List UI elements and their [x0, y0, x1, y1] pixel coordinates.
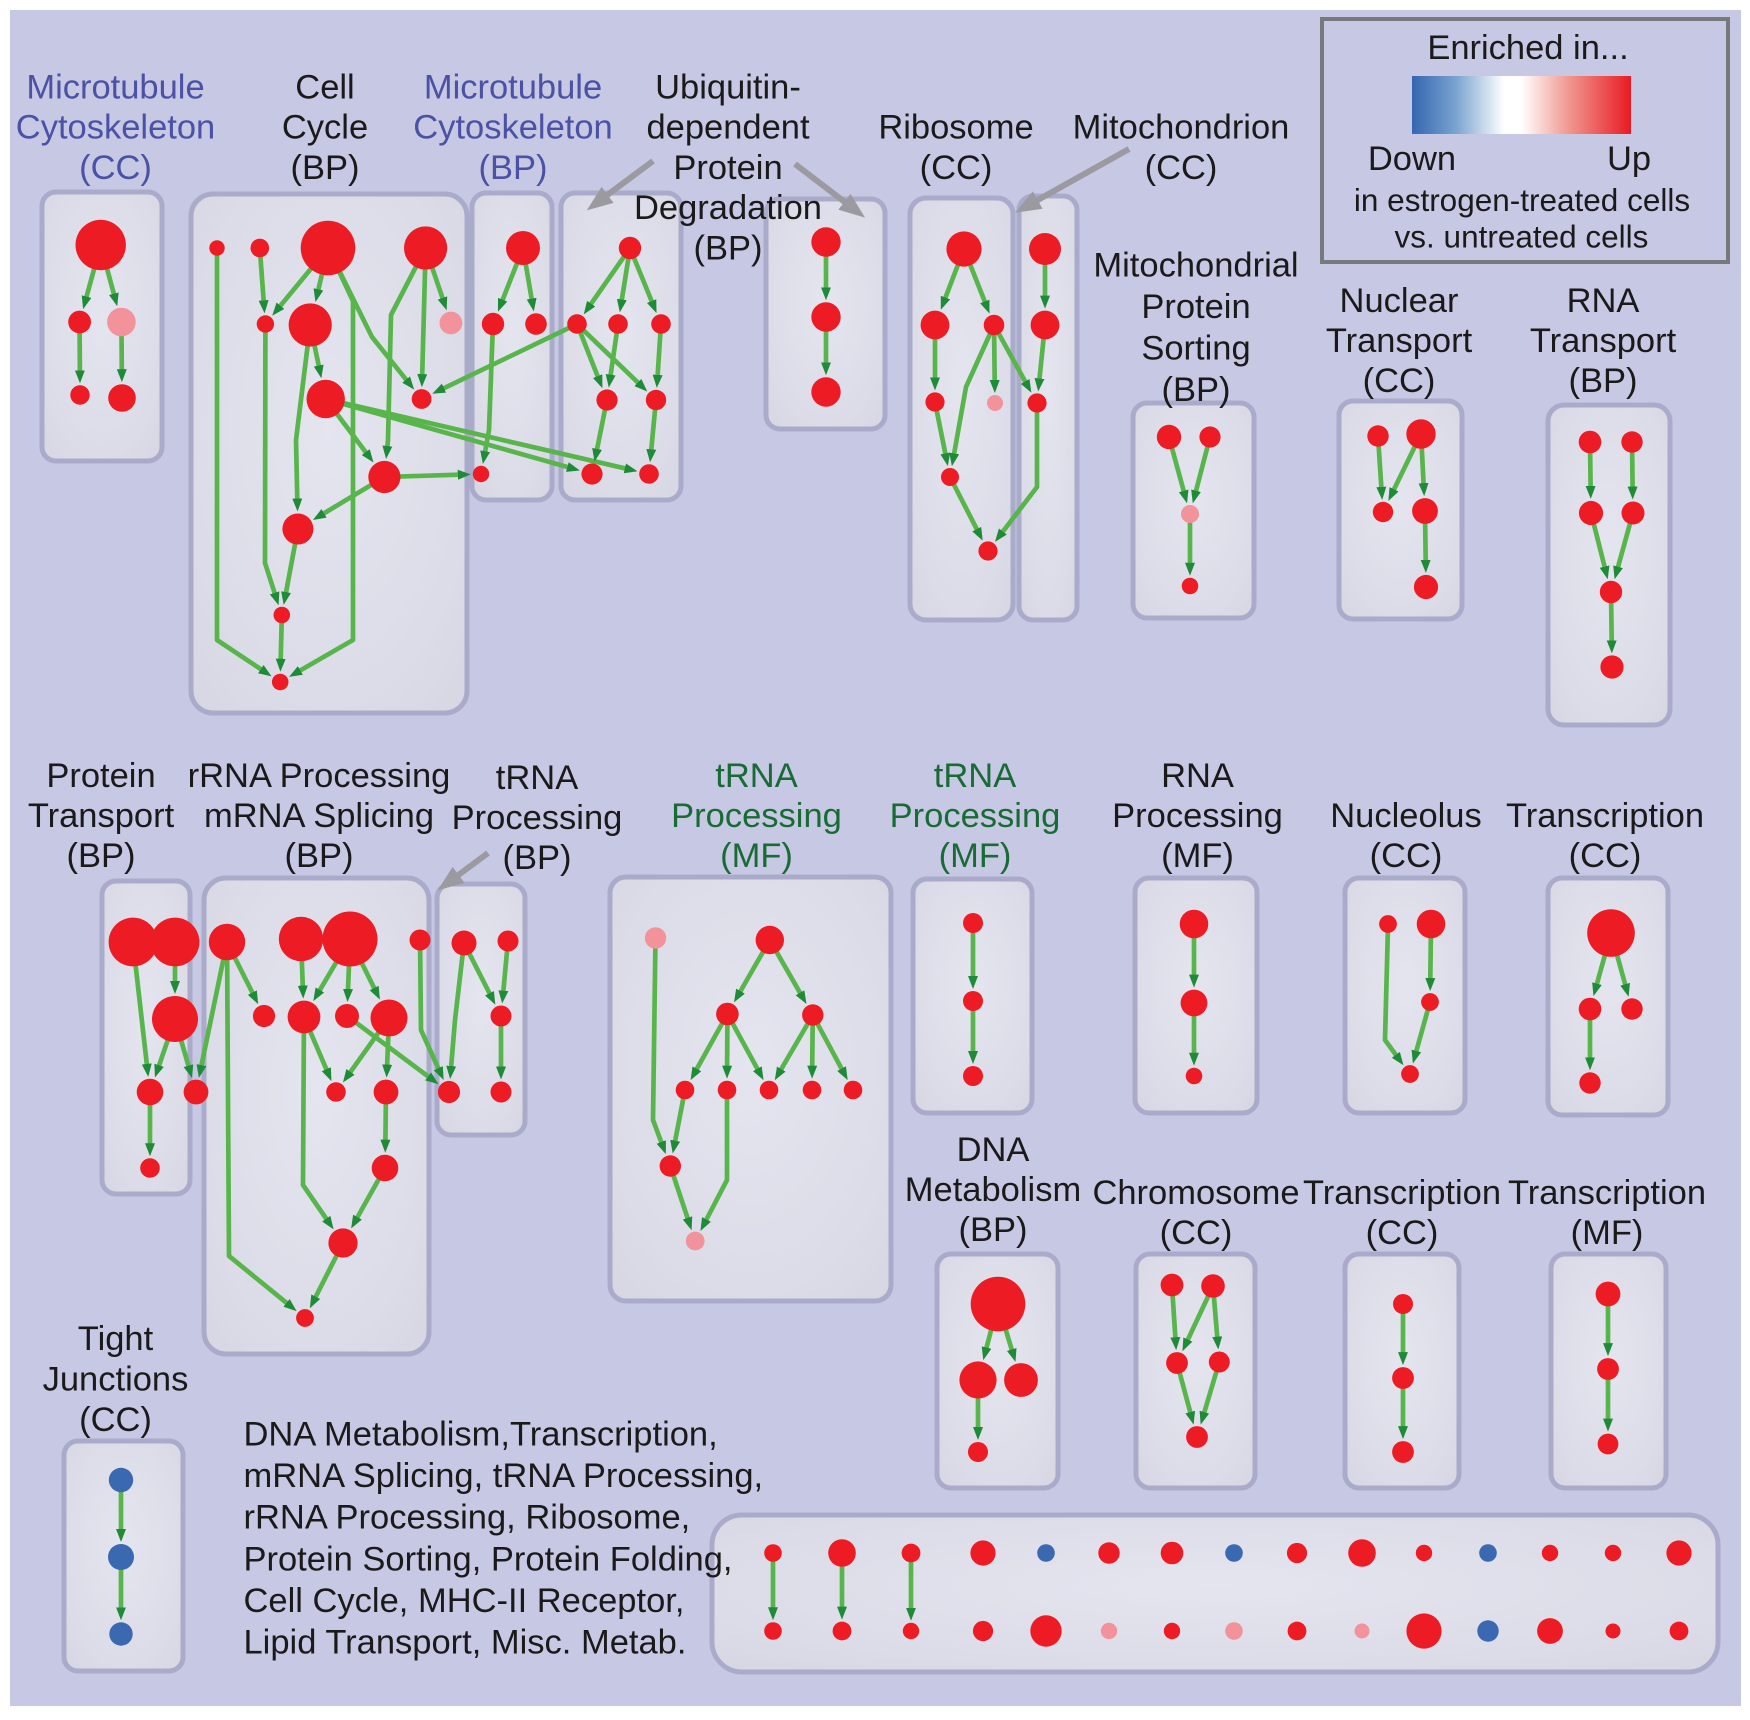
svg-text:tRNA: tRNA — [496, 759, 578, 797]
svg-text:Protein: Protein — [46, 757, 155, 795]
svg-text:(MF): (MF) — [939, 837, 1012, 875]
svg-text:(BP): (BP) — [503, 839, 572, 877]
svg-text:Protein Sorting, Protein Foldi: Protein Sorting, Protein Folding, — [244, 1540, 733, 1578]
svg-text:Cell: Cell — [295, 69, 354, 107]
svg-text:(BP): (BP) — [479, 149, 548, 187]
svg-text:(CC): (CC) — [1366, 1214, 1439, 1252]
svg-text:(CC): (CC) — [1569, 837, 1642, 875]
svg-text:(CC): (CC) — [1145, 149, 1218, 187]
svg-text:Junctions: Junctions — [43, 1361, 189, 1399]
svg-text:Enriched in...: Enriched in... — [1427, 29, 1628, 67]
svg-text:Mitochondrial: Mitochondrial — [1093, 247, 1298, 285]
svg-text:(CC): (CC) — [79, 149, 152, 187]
svg-text:Transcription: Transcription — [1506, 797, 1704, 835]
svg-text:rRNA Processing: rRNA Processing — [188, 757, 451, 795]
svg-text:(BP): (BP) — [1162, 371, 1231, 409]
svg-text:(MF): (MF) — [720, 837, 793, 875]
svg-text:Down: Down — [1368, 140, 1456, 178]
svg-text:(CC): (CC) — [1160, 1214, 1233, 1252]
svg-text:(BP): (BP) — [959, 1211, 1028, 1249]
svg-text:RNA: RNA — [1161, 757, 1234, 795]
svg-text:Processing: Processing — [890, 797, 1061, 835]
svg-text:Transcription: Transcription — [1508, 1174, 1706, 1212]
svg-text:mRNA Splicing: mRNA Splicing — [204, 797, 434, 835]
svg-text:Protein: Protein — [1141, 288, 1250, 326]
svg-text:(BP): (BP) — [67, 837, 136, 875]
svg-text:(MF): (MF) — [1571, 1214, 1644, 1252]
svg-text:Transport: Transport — [1326, 322, 1473, 360]
svg-text:Protein: Protein — [673, 149, 782, 187]
svg-text:Cycle: Cycle — [282, 109, 368, 147]
svg-text:Processing: Processing — [452, 799, 623, 837]
svg-text:Ubiquitin-: Ubiquitin- — [655, 69, 801, 107]
svg-text:Nucleolus: Nucleolus — [1330, 797, 1482, 835]
svg-text:(BP): (BP) — [1569, 362, 1638, 400]
svg-text:Transport: Transport — [1530, 322, 1677, 360]
svg-text:in estrogen-treated cells: in estrogen-treated cells — [1354, 182, 1690, 218]
svg-text:DNA: DNA — [957, 1131, 1030, 1169]
svg-text:tRNA: tRNA — [715, 757, 797, 795]
svg-text:Cytoskeleton: Cytoskeleton — [16, 109, 215, 147]
svg-text:Up: Up — [1607, 140, 1651, 178]
svg-text:Mitochondrion: Mitochondrion — [1073, 109, 1290, 147]
svg-text:(CC): (CC) — [79, 1401, 152, 1439]
svg-text:Cytoskeleton: Cytoskeleton — [413, 109, 612, 147]
svg-text:Cell Cycle, MHC-II Receptor,: Cell Cycle, MHC-II Receptor, — [244, 1582, 685, 1620]
svg-text:dependent: dependent — [646, 109, 809, 147]
svg-text:Microtubule: Microtubule — [26, 69, 204, 107]
svg-text:(CC): (CC) — [1363, 362, 1436, 400]
svg-text:tRNA: tRNA — [934, 757, 1016, 795]
svg-text:Metabolism: Metabolism — [905, 1171, 1081, 1209]
svg-text:Nuclear: Nuclear — [1340, 282, 1459, 320]
svg-text:rRNA Processing, Ribosome,: rRNA Processing, Ribosome, — [244, 1499, 691, 1537]
svg-text:vs. untreated cells: vs. untreated cells — [1395, 219, 1649, 255]
svg-text:(BP): (BP) — [291, 149, 360, 187]
svg-text:RNA: RNA — [1567, 282, 1640, 320]
svg-text:Transport: Transport — [28, 797, 175, 835]
svg-text:Tight: Tight — [78, 1320, 154, 1358]
svg-text:Transcription: Transcription — [1303, 1174, 1501, 1212]
svg-text:Degradation: Degradation — [634, 189, 822, 227]
svg-text:(BP): (BP) — [285, 837, 354, 875]
svg-text:Sorting: Sorting — [1141, 330, 1250, 368]
svg-text:Lipid Transport, Misc. Metab.: Lipid Transport, Misc. Metab. — [244, 1624, 687, 1662]
svg-text:Processing: Processing — [1112, 797, 1283, 835]
svg-text:(CC): (CC) — [920, 149, 993, 187]
svg-text:Ribosome: Ribosome — [878, 109, 1033, 147]
svg-text:DNA Metabolism,Transcription,: DNA Metabolism,Transcription, — [244, 1416, 718, 1454]
svg-text:(CC): (CC) — [1370, 837, 1443, 875]
svg-text:Processing: Processing — [671, 797, 842, 835]
svg-text:mRNA Splicing, tRNA Processing: mRNA Splicing, tRNA Processing, — [244, 1457, 764, 1495]
svg-text:Microtubule: Microtubule — [424, 69, 602, 107]
svg-text:(BP): (BP) — [694, 229, 763, 267]
svg-text:Chromosome: Chromosome — [1092, 1174, 1299, 1212]
svg-text:(MF): (MF) — [1161, 837, 1234, 875]
